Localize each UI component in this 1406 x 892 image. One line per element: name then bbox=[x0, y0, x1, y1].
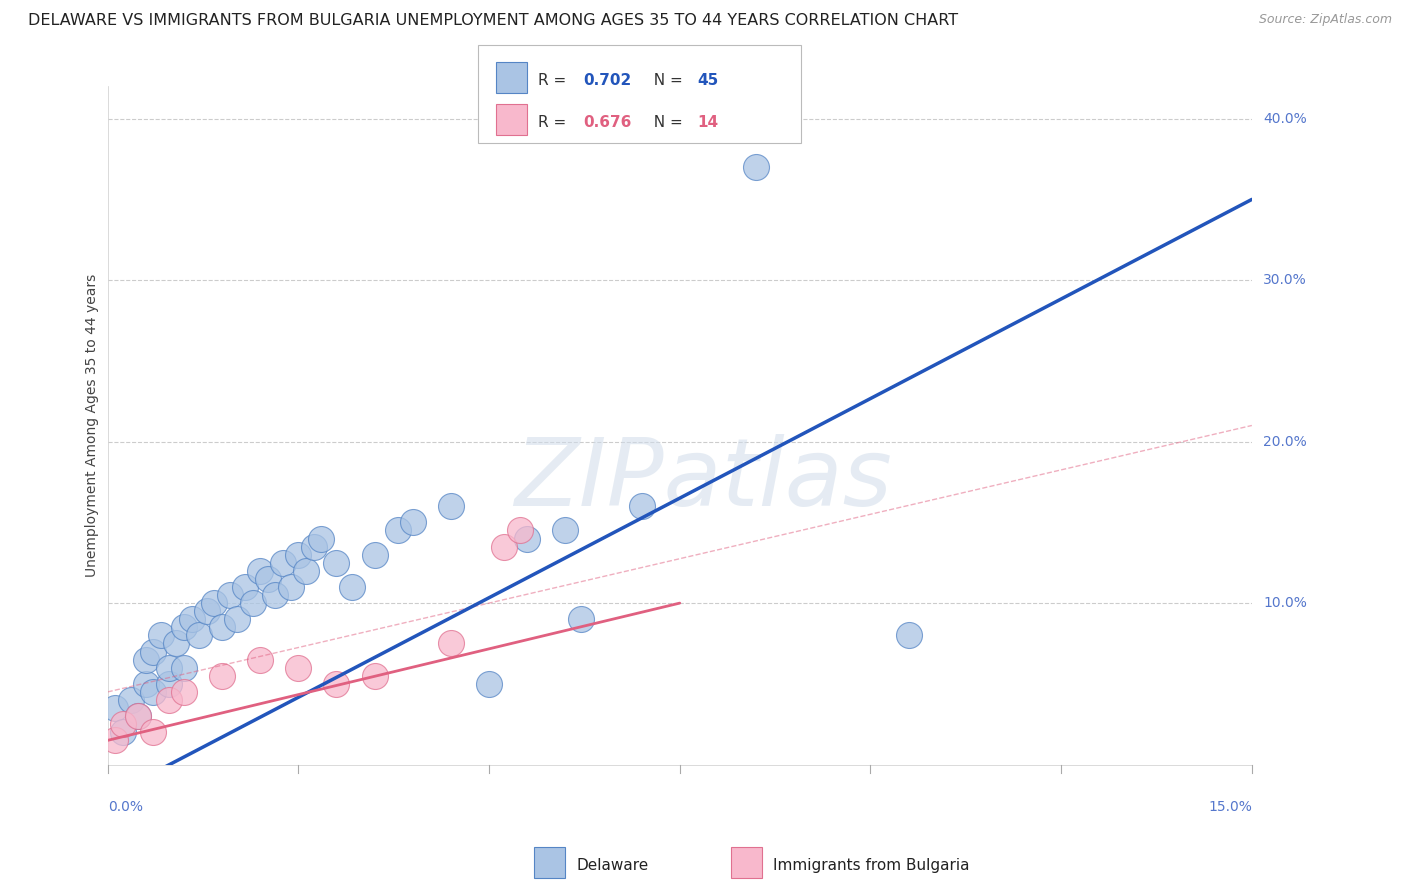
Point bbox=[111, 717, 134, 731]
Point bbox=[242, 596, 264, 610]
Text: 14: 14 bbox=[697, 115, 718, 129]
Text: 20.0%: 20.0% bbox=[1264, 434, 1308, 449]
Point bbox=[150, 628, 173, 642]
Point bbox=[494, 540, 516, 554]
Point bbox=[180, 612, 202, 626]
Point bbox=[287, 548, 309, 562]
Point bbox=[295, 564, 318, 578]
Point bbox=[104, 701, 127, 715]
Text: DELAWARE VS IMMIGRANTS FROM BULGARIA UNEMPLOYMENT AMONG AGES 35 TO 44 YEARS CORR: DELAWARE VS IMMIGRANTS FROM BULGARIA UNE… bbox=[28, 13, 959, 29]
Point bbox=[516, 532, 538, 546]
Point bbox=[165, 636, 187, 650]
Point bbox=[325, 677, 347, 691]
Point bbox=[325, 556, 347, 570]
Point bbox=[363, 669, 385, 683]
Point bbox=[173, 620, 195, 634]
Point bbox=[226, 612, 249, 626]
Point bbox=[340, 580, 363, 594]
Point bbox=[218, 588, 240, 602]
Text: R =: R = bbox=[538, 73, 572, 87]
Point bbox=[211, 620, 233, 634]
Point bbox=[363, 548, 385, 562]
Point bbox=[440, 500, 463, 514]
Point bbox=[302, 540, 325, 554]
Text: 10.0%: 10.0% bbox=[1264, 596, 1308, 610]
Point bbox=[271, 556, 294, 570]
Text: 40.0%: 40.0% bbox=[1264, 112, 1308, 126]
Point bbox=[440, 636, 463, 650]
Point bbox=[264, 588, 287, 602]
Text: R =: R = bbox=[538, 115, 572, 129]
Point bbox=[173, 685, 195, 699]
Text: 30.0%: 30.0% bbox=[1264, 273, 1308, 287]
Text: N =: N = bbox=[644, 115, 688, 129]
Point bbox=[478, 677, 501, 691]
Point bbox=[157, 677, 180, 691]
Point bbox=[249, 652, 271, 666]
Point bbox=[157, 693, 180, 707]
Point bbox=[256, 572, 278, 586]
Point bbox=[569, 612, 592, 626]
Point bbox=[554, 524, 576, 538]
Point bbox=[173, 661, 195, 675]
Text: Immigrants from Bulgaria: Immigrants from Bulgaria bbox=[773, 858, 970, 872]
Point bbox=[104, 733, 127, 747]
Point bbox=[188, 628, 211, 642]
Point bbox=[897, 628, 920, 642]
Point bbox=[204, 596, 226, 610]
Point bbox=[142, 685, 165, 699]
Point bbox=[249, 564, 271, 578]
Point bbox=[309, 532, 332, 546]
Point bbox=[135, 677, 157, 691]
Point bbox=[127, 709, 149, 723]
Point bbox=[135, 652, 157, 666]
Point bbox=[157, 661, 180, 675]
Text: Source: ZipAtlas.com: Source: ZipAtlas.com bbox=[1258, 13, 1392, 27]
Point bbox=[280, 580, 302, 594]
Point bbox=[120, 693, 142, 707]
Text: 45: 45 bbox=[697, 73, 718, 87]
Point bbox=[287, 661, 309, 675]
Y-axis label: Unemployment Among Ages 35 to 44 years: Unemployment Among Ages 35 to 44 years bbox=[86, 274, 100, 577]
Text: ZIPatlas: ZIPatlas bbox=[513, 434, 891, 525]
Text: 15.0%: 15.0% bbox=[1208, 800, 1251, 814]
Point bbox=[233, 580, 256, 594]
Point bbox=[127, 709, 149, 723]
Text: 0.676: 0.676 bbox=[583, 115, 631, 129]
Text: Delaware: Delaware bbox=[576, 858, 648, 872]
Point bbox=[195, 604, 218, 618]
Point bbox=[630, 500, 652, 514]
Point bbox=[745, 160, 768, 174]
Point bbox=[111, 725, 134, 739]
Point bbox=[509, 524, 531, 538]
Text: N =: N = bbox=[644, 73, 688, 87]
Point bbox=[211, 669, 233, 683]
Point bbox=[142, 725, 165, 739]
Text: 0.0%: 0.0% bbox=[108, 800, 142, 814]
Point bbox=[142, 644, 165, 658]
Text: 0.702: 0.702 bbox=[583, 73, 631, 87]
Point bbox=[387, 524, 409, 538]
Point bbox=[402, 516, 425, 530]
